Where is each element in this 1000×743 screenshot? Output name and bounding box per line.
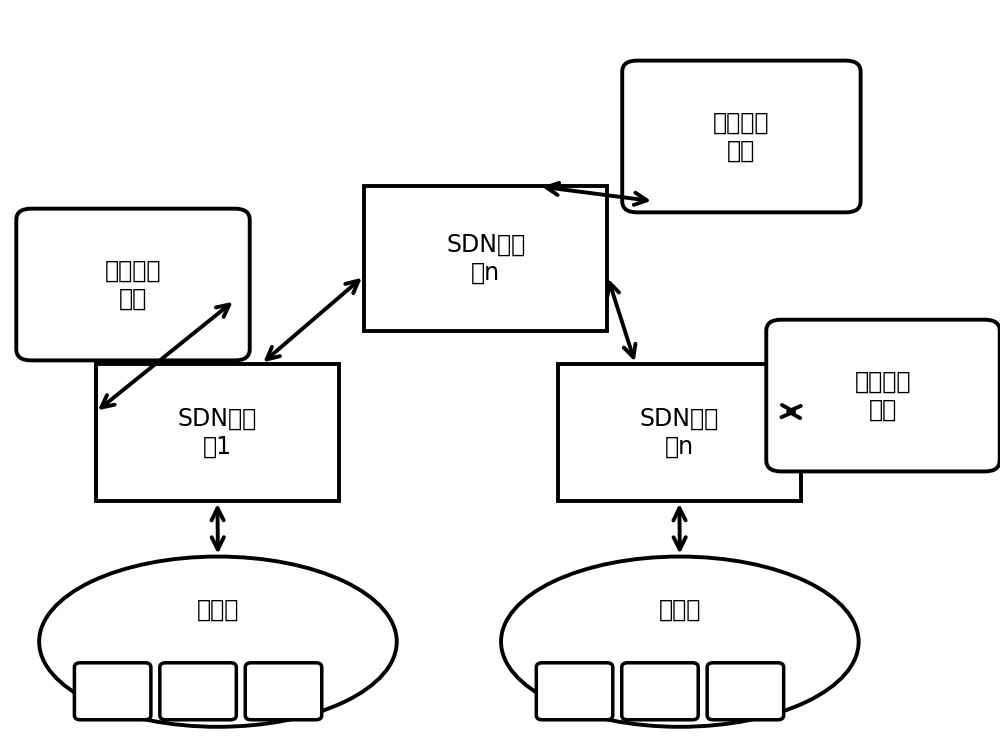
FancyBboxPatch shape [245, 663, 322, 720]
Text: 底层控制
逻辑: 底层控制 逻辑 [105, 259, 161, 311]
FancyBboxPatch shape [16, 209, 250, 360]
Bar [364, 186, 607, 331]
Ellipse shape [501, 557, 859, 727]
FancyBboxPatch shape [622, 663, 698, 720]
FancyBboxPatch shape [74, 663, 151, 720]
FancyBboxPatch shape [622, 61, 861, 212]
Text: 交换机: 交换机 [659, 597, 701, 621]
Text: 交换机: 交换机 [197, 597, 239, 621]
Text: 上层控制
逻辑: 上层控制 逻辑 [713, 111, 770, 163]
FancyBboxPatch shape [160, 663, 236, 720]
FancyBboxPatch shape [766, 319, 1000, 471]
Bar [558, 364, 801, 501]
FancyBboxPatch shape [707, 663, 784, 720]
Text: SDN控制
器1: SDN控制 器1 [178, 406, 257, 458]
FancyBboxPatch shape [536, 663, 613, 720]
Text: SDN控制
器n: SDN控制 器n [446, 233, 525, 285]
Text: 底层控制
逻辑: 底层控制 逻辑 [855, 370, 911, 421]
Bar [96, 364, 339, 501]
Ellipse shape [39, 557, 397, 727]
Text: SDN控制
器n: SDN控制 器n [640, 406, 719, 458]
